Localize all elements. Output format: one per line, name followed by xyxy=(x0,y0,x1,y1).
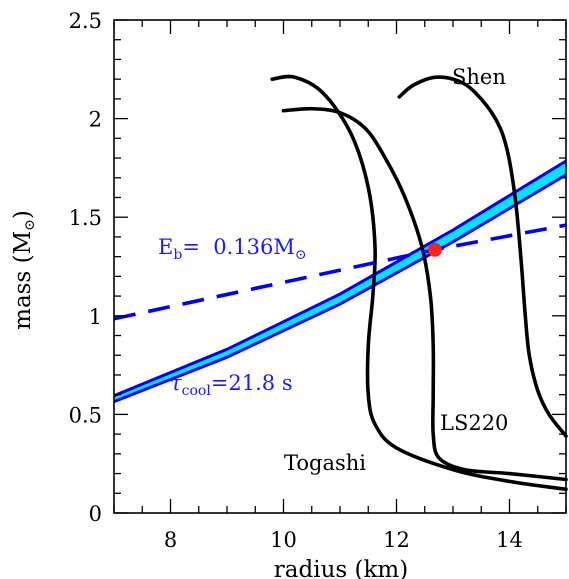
shen-label: Shen xyxy=(452,65,506,89)
y-axis-title-close: ) xyxy=(10,210,36,219)
tau-band-fill xyxy=(114,161,566,402)
eb-label: Eb= 0.136M⊙ xyxy=(158,235,307,263)
x-tick-label: 14 xyxy=(496,528,523,552)
x-tick-label: 10 xyxy=(270,528,297,552)
curve-togashi xyxy=(270,74,568,492)
ls220-label: LS220 xyxy=(440,411,508,435)
tau-label: τcool=21.8 s xyxy=(170,371,293,399)
curve-ls220 xyxy=(281,106,568,482)
tau-band-lower-edge xyxy=(113,173,567,403)
y-tick-label: 1.5 xyxy=(69,206,102,230)
tau-band-upper-edge xyxy=(113,159,567,398)
x-tick-label: 12 xyxy=(383,528,410,552)
togashi-label: Togashi xyxy=(284,451,366,475)
tau-cool-band xyxy=(113,159,567,403)
tau-label-sub: cool xyxy=(182,383,212,399)
y-tick-label: 0.5 xyxy=(69,403,102,427)
axis-ticks: 8 10 12 14 0 0.5 1 1.5 2 2.5 xyxy=(69,9,567,552)
eos-curves xyxy=(270,74,568,492)
plot-frame xyxy=(113,19,567,514)
y-tick-label: 1 xyxy=(89,305,102,329)
y-axis-title: mass (M⊙) xyxy=(10,210,38,330)
eb-label-sun-symbol: ⊙ xyxy=(295,247,307,263)
eb-label-sub: b xyxy=(173,247,182,263)
tau-label-rest: =21.8 s xyxy=(211,371,293,395)
eb-label-main: E xyxy=(158,235,173,259)
curve-shen xyxy=(397,75,568,438)
y-axis-title-main: mass (M xyxy=(10,231,36,330)
intersection-marker xyxy=(427,242,442,257)
x-tick-label: 8 xyxy=(164,528,177,552)
x-axis-title: radius (km) xyxy=(274,557,408,579)
intersection-marker-group xyxy=(427,242,442,257)
eb-label-rest: = 0.136M xyxy=(182,235,295,259)
y-tick-label: 0 xyxy=(89,502,102,526)
tau-label-main: τ xyxy=(170,371,182,395)
y-axis-title-sun: ⊙ xyxy=(22,219,38,231)
y-tick-label: 2.5 xyxy=(69,9,102,33)
y-tick-label: 2 xyxy=(89,108,102,132)
